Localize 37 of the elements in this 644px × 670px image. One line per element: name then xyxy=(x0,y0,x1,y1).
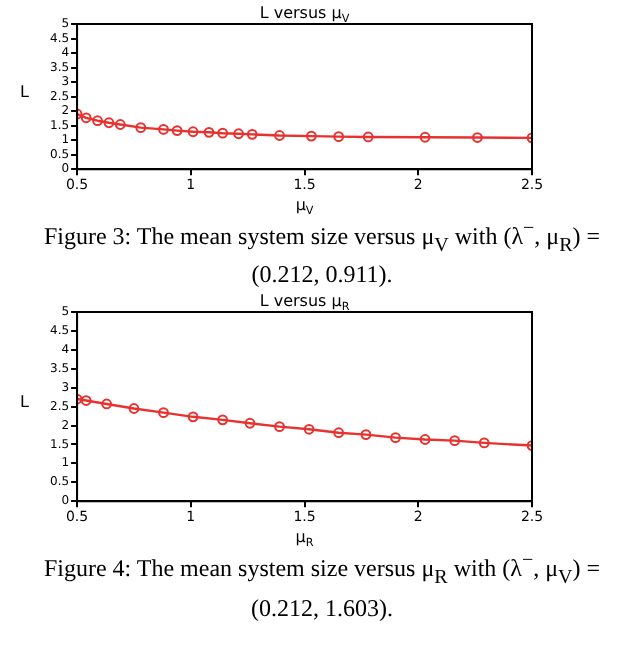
text: Figure 4: The mean system size versus μ$_{R}$ with (λ$^{−}$, μ$_{V}$) = (0.212, 1.603). xyxy=(43,550,601,622)
point xyxy=(158,124,169,135)
point xyxy=(246,128,258,140)
point xyxy=(419,434,431,446)
point xyxy=(114,119,126,130)
point xyxy=(135,122,147,134)
point xyxy=(187,412,199,423)
point xyxy=(449,436,461,447)
point xyxy=(244,418,256,430)
point xyxy=(303,424,315,436)
point xyxy=(419,131,431,143)
text: Figure 3: The mean system size versus μ$_{V}$ with (λ$^{−}$, μ$_{R}$) = (0.212, 0.911). xyxy=(43,218,601,289)
point xyxy=(158,408,169,419)
point xyxy=(101,399,113,411)
point xyxy=(92,115,103,127)
point xyxy=(390,433,401,444)
point xyxy=(80,395,92,407)
point xyxy=(478,438,490,450)
point xyxy=(274,422,285,433)
point xyxy=(171,125,183,136)
point xyxy=(333,428,345,439)
y-axis-title: L xyxy=(20,82,30,101)
point xyxy=(305,130,317,142)
point xyxy=(217,415,229,427)
point xyxy=(217,127,229,139)
point xyxy=(203,126,215,138)
point xyxy=(472,132,483,143)
point xyxy=(128,403,140,415)
point xyxy=(103,117,115,129)
point xyxy=(274,130,285,141)
point xyxy=(233,128,244,140)
point xyxy=(333,131,345,143)
point xyxy=(80,112,92,124)
y-axis-title: L xyxy=(20,393,30,412)
point xyxy=(360,429,372,441)
point xyxy=(362,131,374,143)
point xyxy=(187,126,199,138)
